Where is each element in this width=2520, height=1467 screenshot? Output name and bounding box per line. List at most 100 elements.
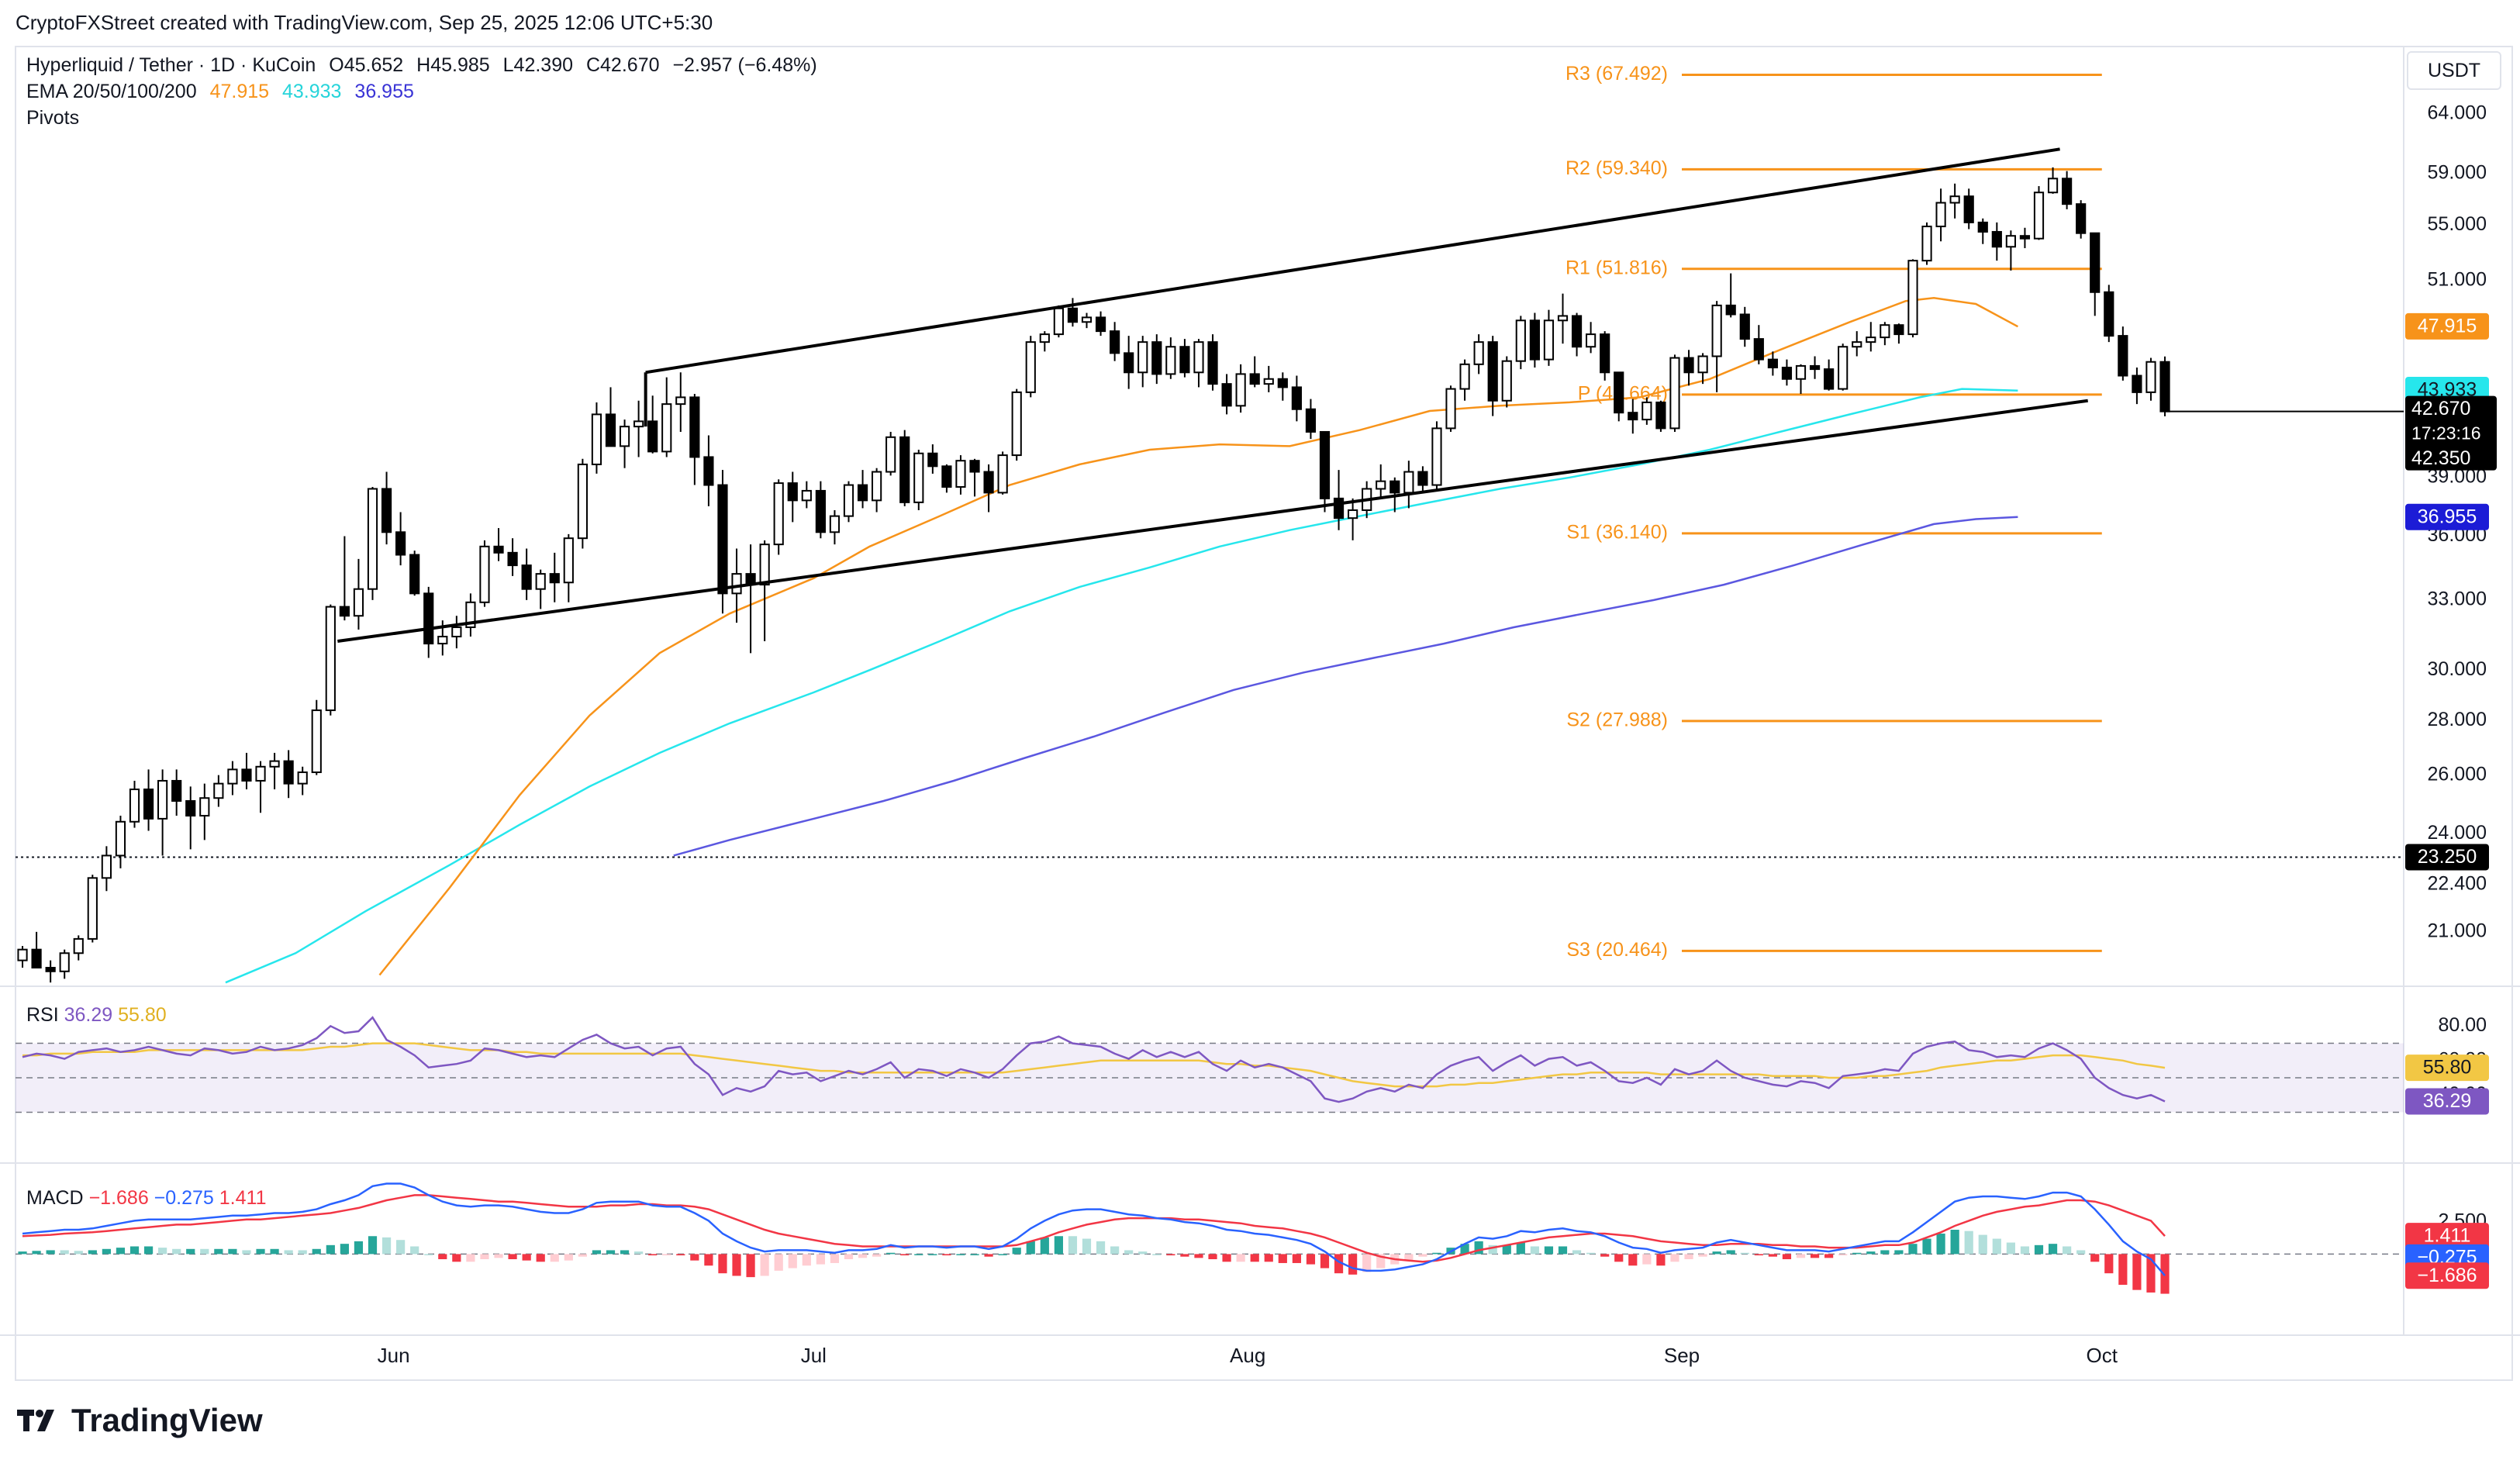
macd-histogram-bar	[298, 1250, 307, 1255]
candle-up	[1586, 333, 1597, 348]
candle-up	[1557, 315, 1569, 322]
pivots-legend[interactable]: Pivots	[26, 107, 87, 129]
rsi-line	[22, 1016, 2166, 1103]
rsi-ma-axis-label: 55.80	[2423, 1057, 2472, 1079]
candle-down	[31, 948, 42, 969]
macd-histogram-bar	[956, 1254, 965, 1255]
candle-down	[941, 465, 952, 488]
macd-histogram-bar	[143, 1246, 154, 1255]
candle-up	[1039, 333, 1050, 343]
candle-down	[1124, 352, 1134, 374]
macd-legend-label: MACD	[26, 1187, 89, 1209]
candle-down	[1110, 330, 1120, 354]
price-tick-label: 33.000	[2428, 589, 2487, 610]
macd-histogram-bar	[802, 1254, 811, 1266]
candle-down	[605, 413, 616, 447]
macd-histogram-bar	[1096, 1241, 1106, 1255]
price-axis-label: 47.915	[2418, 315, 2477, 337]
price-tick-label: 21.000	[2428, 920, 2487, 941]
macd-histogram-bar	[928, 1254, 937, 1255]
candle-up	[759, 544, 770, 586]
macd-histogram-bar	[1152, 1254, 1162, 1255]
candle-down	[45, 967, 56, 972]
macd-histogram-bar	[381, 1237, 392, 1255]
last-price-low: 42.350	[2411, 447, 2470, 469]
price-tick-label: 51.000	[2428, 268, 2487, 290]
macd-histogram-bar	[648, 1254, 658, 1256]
macd-histogram-bar	[1530, 1246, 1539, 1255]
candle-down	[283, 760, 294, 785]
macd-axis-label-bg	[2405, 1262, 2489, 1289]
macd-histogram-bar	[74, 1251, 83, 1255]
macd-histogram-bar	[1698, 1254, 1707, 1257]
candle-up	[87, 877, 98, 940]
macd-histogram-bar	[1544, 1246, 1554, 1255]
macd-histogram-bar	[1726, 1250, 1735, 1255]
candle-down	[1893, 324, 1904, 336]
trendline-upper-channel	[645, 147, 2060, 375]
macd-histogram-bar	[46, 1250, 55, 1255]
pivot-label-r2: R2 (59.340)	[1566, 157, 1668, 179]
macd-histogram-bar	[970, 1254, 979, 1255]
ohlc-low: L42.390	[502, 54, 574, 76]
candle-up	[1473, 341, 1484, 365]
candle-up	[1459, 363, 1470, 390]
candle-down	[521, 564, 532, 590]
macd-histogram-bar	[1810, 1254, 1820, 1258]
candle-up	[451, 626, 462, 637]
tradingview-logo[interactable]: TradingView	[17, 1402, 263, 1439]
candle-up	[1921, 226, 1932, 262]
macd-histogram-bar	[1964, 1231, 1973, 1255]
candle-down	[171, 779, 182, 802]
candle-up	[2047, 178, 2059, 194]
candle-down	[423, 592, 434, 645]
candle-up	[59, 952, 70, 972]
macd-histogram-bar	[1936, 1233, 1945, 1255]
candle-up	[661, 403, 672, 453]
macd-histogram-bar	[984, 1254, 993, 1257]
candle-down	[2090, 232, 2101, 293]
macd-histogram-bar	[1124, 1250, 1134, 1255]
macd-histogram-bar	[1558, 1246, 1568, 1255]
macd-histogram-bar	[522, 1254, 531, 1261]
candle-up	[1543, 319, 1555, 361]
macd-histogram-bar	[2118, 1254, 2128, 1286]
candle-down	[1753, 338, 1764, 361]
macd-histogram-bar	[102, 1248, 111, 1255]
candle-down	[143, 789, 154, 820]
candle-up	[465, 601, 476, 628]
symbol-legend[interactable]: Hyperliquid / Tether · 1D · KuCoin O45.6…	[26, 54, 825, 77]
macd-histogram-bar	[564, 1254, 573, 1261]
macd-line	[22, 1182, 2166, 1277]
currency-selector[interactable]: USDT	[2407, 51, 2501, 90]
candle-down	[1319, 430, 1331, 499]
candle-up	[1376, 480, 1386, 490]
candle-down	[1151, 341, 1162, 375]
candle-up	[535, 573, 546, 590]
macd-histogram-bar	[1516, 1242, 1525, 1255]
macd-histogram-bar	[2076, 1250, 2086, 1255]
candle-down	[1628, 412, 1638, 421]
macd-histogram-bar	[200, 1248, 209, 1255]
candle-up	[1403, 471, 1414, 494]
macd-histogram-bar	[634, 1251, 644, 1255]
candle-up	[2005, 235, 2016, 248]
candle-up	[563, 537, 574, 584]
macd-histogram-bar	[844, 1254, 854, 1259]
candle-down	[241, 768, 252, 782]
macd-histogram-bar	[718, 1254, 727, 1274]
ema-legend[interactable]: EMA 20/50/100/200 47.915 43.933 36.955	[26, 81, 422, 103]
macd-histogram-bar	[1278, 1254, 1287, 1263]
macd-histogram-bar	[466, 1254, 475, 1262]
macd-histogram-bar	[1418, 1254, 1427, 1257]
candle-up	[1711, 304, 1722, 357]
macd-histogram-bar	[2146, 1254, 2156, 1293]
date-tick-label: Oct	[2087, 1344, 2118, 1367]
candle-down	[1095, 316, 1106, 333]
candle-down	[1977, 221, 1988, 233]
candle-down	[1571, 315, 1583, 348]
date-tick-label: Aug	[1230, 1344, 1265, 1367]
macd-histogram-bar	[1012, 1248, 1021, 1255]
macd-histogram-bar	[1306, 1254, 1316, 1265]
